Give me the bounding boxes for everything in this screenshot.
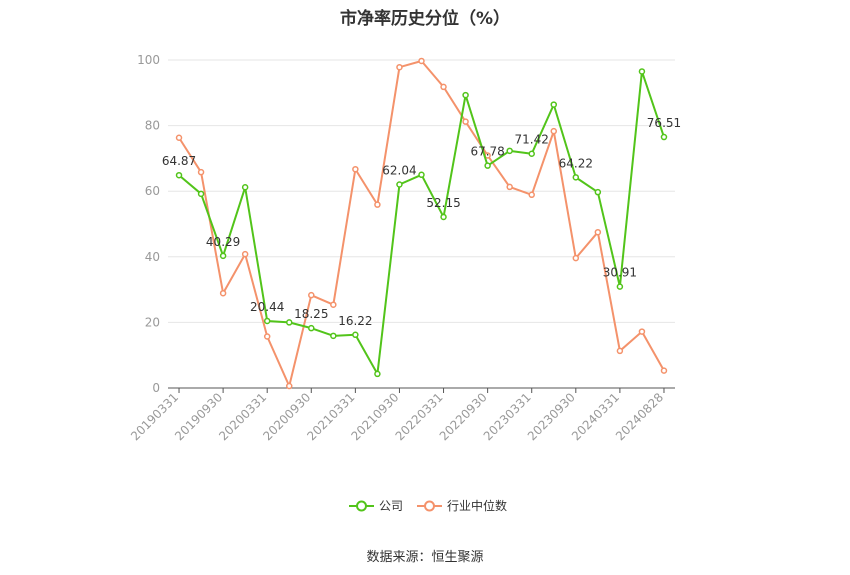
series-line-0 bbox=[178, 70, 665, 375]
data-point bbox=[440, 83, 447, 91]
data-point bbox=[285, 319, 293, 326]
data-point bbox=[374, 201, 381, 208]
data-point bbox=[374, 370, 381, 378]
legend-item-0[interactable]: 公司 bbox=[349, 499, 403, 513]
data-point bbox=[506, 147, 513, 155]
legend-label: 行业中位数 bbox=[447, 498, 507, 513]
data-point bbox=[440, 213, 447, 221]
data-labels: 64.87 40.29 20.44 18.25 16.22 62.04 52.15 67.78… bbox=[162, 116, 681, 328]
data-point bbox=[263, 317, 271, 325]
data-point bbox=[462, 91, 469, 99]
data-label: 62.04 bbox=[382, 164, 416, 178]
legend-marker bbox=[424, 500, 435, 512]
data-point bbox=[308, 324, 315, 332]
data-point bbox=[594, 228, 602, 236]
data-point bbox=[330, 301, 337, 308]
y-axis: 0 20 40 60 80 100 bbox=[137, 53, 160, 395]
data-point bbox=[396, 181, 403, 188]
data-label: 30.91 bbox=[603, 266, 637, 280]
data-point bbox=[396, 63, 403, 71]
data-label: 76.51 bbox=[647, 116, 681, 130]
data-label: 18.25 bbox=[294, 307, 328, 321]
data-point bbox=[197, 190, 205, 198]
y-tick-label: 80 bbox=[145, 119, 160, 133]
data-label: 71.42 bbox=[515, 133, 549, 147]
y-tick-label: 100 bbox=[137, 53, 160, 67]
data-point bbox=[352, 331, 359, 339]
data-point bbox=[550, 127, 558, 135]
data-label: 20.44 bbox=[250, 300, 284, 314]
x-axis: 2019033120190930202003312020093020210331… bbox=[128, 387, 675, 443]
legend[interactable]: 公司 行业中位数 bbox=[349, 498, 507, 513]
data-label: 16.22 bbox=[338, 314, 372, 328]
legend-marker bbox=[356, 500, 367, 512]
data-point bbox=[241, 184, 249, 191]
chart-title: 市净率历史分位（%） bbox=[339, 9, 511, 29]
data-point bbox=[594, 188, 602, 196]
data-point bbox=[550, 101, 558, 108]
x-tick-label: 20240828 bbox=[613, 390, 666, 443]
y-tick-label: 20 bbox=[145, 315, 160, 329]
data-point bbox=[175, 134, 183, 141]
legend-label: 公司 bbox=[379, 499, 403, 513]
data-point bbox=[528, 191, 535, 199]
data-label: 64.22 bbox=[559, 156, 593, 170]
data-point bbox=[308, 291, 315, 299]
data-label: 67.78 bbox=[470, 145, 504, 159]
data-point bbox=[197, 168, 205, 176]
data-point bbox=[263, 333, 271, 340]
data-point bbox=[572, 254, 580, 262]
data-point bbox=[616, 283, 624, 290]
data-point bbox=[219, 252, 227, 260]
data-point bbox=[506, 183, 513, 191]
data-point bbox=[418, 171, 425, 179]
source-note: 数据来源：恒生聚源 bbox=[366, 550, 484, 565]
data-label: 52.15 bbox=[426, 196, 460, 210]
data-point bbox=[528, 150, 535, 157]
data-point bbox=[219, 289, 227, 297]
data-point bbox=[175, 171, 183, 179]
data-point bbox=[660, 133, 668, 141]
y-tick-label: 0 bbox=[152, 381, 160, 395]
data-point bbox=[572, 174, 580, 181]
data-point bbox=[352, 165, 359, 173]
data-point bbox=[462, 118, 469, 125]
data-point bbox=[638, 328, 646, 335]
data-point bbox=[418, 57, 425, 65]
y-tick-label: 40 bbox=[145, 250, 160, 264]
series-group bbox=[175, 57, 668, 390]
y-tick-label: 60 bbox=[145, 184, 160, 198]
data-point bbox=[616, 347, 624, 355]
data-label: 64.87 bbox=[162, 154, 196, 168]
data-point bbox=[330, 332, 337, 340]
data-point bbox=[285, 382, 293, 390]
data-point bbox=[660, 367, 668, 374]
data-point bbox=[484, 162, 491, 169]
data-point bbox=[638, 68, 646, 75]
data-point bbox=[241, 250, 249, 258]
data-label: 40.29 bbox=[206, 235, 240, 249]
legend-item-1[interactable]: 行业中位数 bbox=[417, 498, 507, 513]
